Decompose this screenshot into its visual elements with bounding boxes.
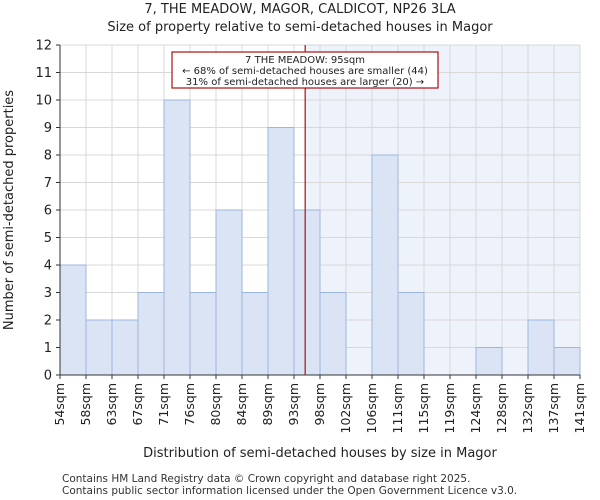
footer-licence: Contains public sector information licen… — [62, 485, 518, 497]
bar — [293, 209, 321, 376]
bar — [527, 319, 555, 376]
x-tick-label: 102sqm — [338, 383, 353, 433]
y-tick-label: 9 — [44, 121, 52, 136]
x-tick-label: 93sqm — [286, 383, 301, 426]
x-tick-label: 119sqm — [442, 383, 457, 433]
bar — [111, 319, 139, 376]
x-tick-label: 124sqm — [468, 383, 483, 433]
x-tick-label: 67sqm — [130, 383, 145, 426]
x-tick-label: 128sqm — [494, 383, 509, 433]
bar — [59, 264, 87, 376]
x-tick-label: 71sqm — [156, 383, 171, 426]
bar — [215, 209, 243, 376]
x-tick-label: 58sqm — [78, 383, 93, 426]
y-tick-label: 2 — [44, 314, 52, 329]
x-tick-label: 54sqm — [52, 383, 67, 426]
x-tick-label: 80sqm — [208, 383, 223, 426]
x-tick-label: 111sqm — [390, 383, 405, 433]
y-tick-label: 5 — [44, 231, 52, 246]
bar — [137, 292, 165, 376]
bar — [267, 127, 295, 376]
x-tick-label: 115sqm — [416, 383, 431, 433]
bar — [553, 347, 581, 376]
bar — [85, 319, 113, 376]
y-tick-label: 4 — [44, 259, 52, 274]
chart-subtitle: Size of property relative to semi-detach… — [107, 20, 493, 35]
bar — [475, 347, 503, 376]
annotation-line2: ← 68% of semi-detached houses are smalle… — [182, 66, 428, 77]
y-tick-label: 1 — [44, 341, 52, 356]
y-tick-label: 11 — [35, 66, 52, 81]
x-tick-label: 76sqm — [182, 383, 197, 426]
x-axis-label: Distribution of semi-detached houses by … — [143, 446, 497, 461]
bar — [189, 292, 217, 376]
y-tick-label: 3 — [44, 286, 52, 301]
x-tick-label: 132sqm — [520, 383, 535, 433]
x-tick-label: 106sqm — [364, 383, 379, 433]
footer-copyright: Contains HM Land Registry data © Crown c… — [62, 473, 471, 485]
x-tick-label: 98sqm — [312, 383, 327, 426]
y-tick-label: 6 — [44, 204, 52, 219]
annotation-box — [171, 51, 439, 89]
y-tick-label: 10 — [35, 94, 52, 109]
y-tick-label: 12 — [35, 39, 52, 54]
bar — [163, 99, 191, 376]
bar — [397, 292, 425, 376]
annotation-line1: 7 THE MEADOW: 95sqm — [245, 55, 365, 66]
y-axis-label: Number of semi-detached properties — [2, 90, 17, 330]
x-tick-label: 137sqm — [546, 383, 561, 433]
x-tick-label: 63sqm — [104, 383, 119, 426]
chart-title: 7, THE MEADOW, MAGOR, CALDICOT, NP26 3LA — [144, 2, 456, 17]
y-tick-label: 0 — [44, 369, 52, 384]
y-tick-label: 8 — [44, 149, 52, 164]
bar — [319, 292, 347, 376]
bar — [371, 154, 399, 376]
x-tick-label: 89sqm — [260, 383, 275, 426]
x-tick-label: 141sqm — [572, 383, 587, 433]
x-tick-label: 84sqm — [234, 383, 249, 426]
y-tick-label: 7 — [44, 176, 52, 191]
bar — [241, 292, 269, 376]
annotation-line3: 31% of semi-detached houses are larger (… — [186, 77, 424, 88]
